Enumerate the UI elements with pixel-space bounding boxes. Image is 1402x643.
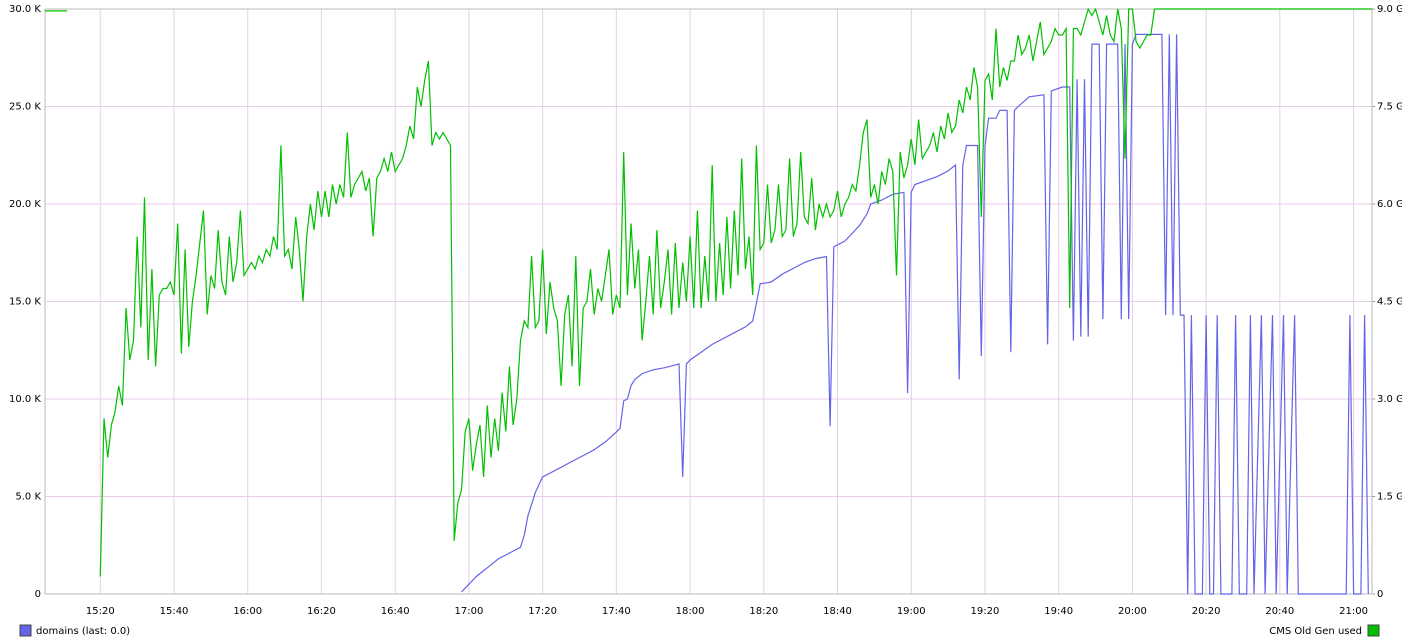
x-tick-label: 17:20 <box>528 606 557 617</box>
legend-label: CMS Old Gen used <box>1269 626 1362 637</box>
x-tick-label: 16:20 <box>307 606 336 617</box>
x-tick-label: 16:00 <box>233 606 262 617</box>
x-tick-label: 20:20 <box>1192 606 1221 617</box>
y-tick-label: 15.0 K <box>9 297 41 308</box>
x-tick-label: 19:00 <box>897 606 926 617</box>
x-tick-label: 20:00 <box>1118 606 1147 617</box>
x-tick-label: 18:00 <box>676 606 705 617</box>
y-tick-label: 30.0 K <box>9 4 41 15</box>
plot-frame <box>44 8 1373 595</box>
y2-tick-label: 9.0 G <box>1377 4 1402 15</box>
y2-tick-label: 6.0 G <box>1377 199 1402 210</box>
x-tick-label: 21:00 <box>1339 606 1368 617</box>
y2-tick-label: 4.5 G <box>1377 297 1402 308</box>
legend-label: domains (last: 0.0) <box>36 626 130 637</box>
y-tick-label: 10.0 K <box>9 394 41 405</box>
x-tick-label: 15:20 <box>86 606 115 617</box>
y2-tick-label: 1.5 G <box>1377 492 1402 503</box>
x-tick-label: 20:40 <box>1265 606 1294 617</box>
x-tick-label: 17:00 <box>454 606 483 617</box>
y-tick-label: 0 <box>35 589 41 600</box>
x-tick-label: 15:40 <box>160 606 189 617</box>
y-tick-label: 20.0 K <box>9 199 41 210</box>
y-tick-label: 25.0 K <box>9 102 41 113</box>
legend-swatch <box>1367 624 1380 637</box>
y2-tick-label: 0 <box>1377 589 1383 600</box>
x-tick-label: 19:20 <box>971 606 1000 617</box>
x-tick-label: 17:40 <box>602 606 631 617</box>
series-line <box>99 7 1372 577</box>
y2-tick-label: 3.0 G <box>1377 394 1402 405</box>
y-tick-label: 5.0 K <box>15 492 41 503</box>
x-tick-label: 18:20 <box>749 606 778 617</box>
x-tick-label: 19:40 <box>1044 606 1073 617</box>
legend-swatch <box>19 624 32 637</box>
x-tick-label: 16:40 <box>381 606 410 617</box>
series-line <box>461 33 1369 595</box>
x-tick-label: 18:40 <box>823 606 852 617</box>
y2-tick-label: 7.5 G <box>1377 102 1402 113</box>
